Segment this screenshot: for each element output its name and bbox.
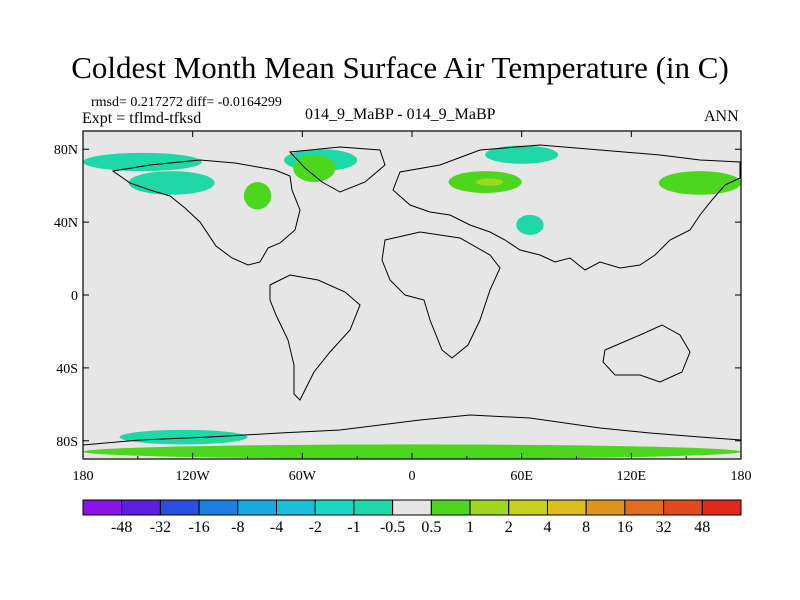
- x-tick-label-2: 60W: [289, 469, 317, 484]
- colorbar-box-1: [121, 499, 161, 516]
- chart-subtitle: 014_9_MaBP - 014_9_MaBP: [305, 106, 496, 123]
- x-tick-label-0: 180: [73, 469, 94, 484]
- colorbar-label-8: 0.5: [421, 519, 441, 536]
- colorbar-label-3: -8: [231, 519, 244, 536]
- region-central-asia-cool: [516, 214, 544, 235]
- coastline-south-america: [269, 274, 361, 401]
- y-tick-label-2: 0: [71, 289, 78, 304]
- region-far-east-warm: [658, 171, 741, 195]
- region-alaska-canada-cool: [128, 171, 215, 195]
- colorbar-label-9: 1: [466, 519, 474, 536]
- colorbar-box-5: [276, 499, 316, 516]
- colorbar-label-12: 8: [582, 519, 590, 536]
- region-antarctica-coast-cool: [119, 429, 248, 445]
- colorbar-label-7: -0.5: [380, 519, 405, 536]
- x-tick-label-5: 120E: [617, 469, 647, 484]
- y-tick-label-3: 40S: [56, 362, 78, 377]
- y-tick-label-0: 80N: [54, 143, 78, 158]
- colorbar-label-13: 16: [617, 519, 633, 536]
- region-antarctica-warm: [83, 444, 741, 460]
- chart-title: Coldest Month Mean Surface Air Temperatu…: [71, 50, 729, 85]
- colorbar-box-4: [237, 499, 278, 516]
- colorbar-box-3: [198, 499, 239, 516]
- region-siberia-cool: [485, 145, 559, 164]
- colorbar-box-6: [314, 499, 355, 516]
- y-tick-label-4: 80S: [56, 435, 78, 450]
- coastline-eurasia: [392, 144, 741, 271]
- coastline-north-america: [111, 159, 301, 266]
- x-tick-label-1: 120W: [176, 469, 211, 484]
- coastline-greenland: [288, 146, 386, 193]
- colorbar-box-2: [159, 499, 200, 516]
- region-north-america-warm: [243, 182, 272, 210]
- experiment-label: Expt = tflmd-tfksd: [82, 110, 202, 127]
- colorbar-box-13: [585, 499, 626, 516]
- colorbar-label-0: -48: [111, 519, 132, 536]
- colorbar-box-16: [701, 499, 742, 516]
- colorbar-box-15: [663, 499, 703, 516]
- colorbar-box-7: [353, 499, 394, 516]
- colorbar-box-10: [469, 499, 510, 516]
- colorbar-label-15: 48: [694, 519, 710, 536]
- colorbar-label-1: -32: [150, 519, 171, 536]
- coastline-africa: [381, 231, 501, 359]
- colorbar-box-14: [624, 499, 665, 516]
- region-greenland-warm: [293, 154, 336, 183]
- colorbar-label-4: -4: [270, 519, 283, 536]
- colorbar-label-2: -16: [188, 519, 209, 536]
- colorbar-box-12: [546, 499, 587, 516]
- region-arctic-canada-cool: [82, 152, 202, 172]
- coastline-australia: [602, 324, 691, 383]
- colorbar-box-9: [430, 499, 471, 516]
- region-russia-warmer: [475, 178, 504, 186]
- stats-label: rmsd= 0.217272 diff= -0.0164299: [91, 95, 282, 110]
- x-tick-label-4: 60E: [510, 469, 533, 484]
- colorbar-box-8: [392, 499, 432, 516]
- colorbar-label-10: 2: [505, 519, 513, 536]
- colorbar-box-11: [508, 499, 548, 516]
- y-tick-label-1: 40N: [54, 216, 78, 231]
- x-tick-label-3: 0: [409, 469, 416, 484]
- period-label: ANN: [704, 108, 739, 125]
- colorbar-label-5: -2: [309, 519, 322, 536]
- x-tick-label-6: 180: [731, 469, 752, 484]
- coastline-antarctica: [82, 414, 742, 446]
- colorbar-label-11: 4: [543, 519, 551, 536]
- colorbar-box-0: [82, 499, 123, 516]
- colorbar-label-14: 32: [656, 519, 672, 536]
- colorbar-label-6: -1: [347, 519, 360, 536]
